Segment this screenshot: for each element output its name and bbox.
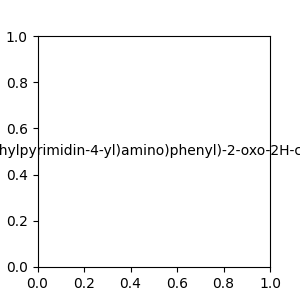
Text: N-(4-((6-methoxy-2-methylpyrimidin-4-yl)amino)phenyl)-2-oxo-2H-chromene-3-carbox: N-(4-((6-methoxy-2-methylpyrimidin-4-yl)… [0,145,300,158]
